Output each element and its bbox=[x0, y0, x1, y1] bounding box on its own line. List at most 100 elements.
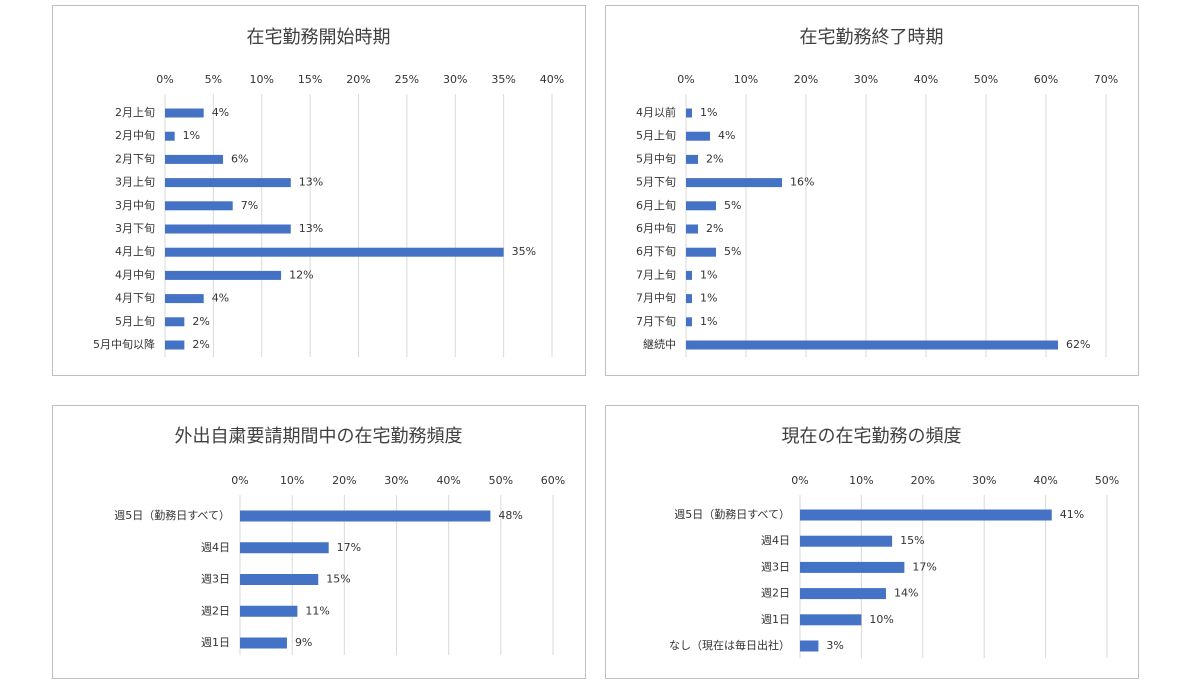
x-tick-label: 40% bbox=[436, 474, 460, 487]
x-tick-label: 10% bbox=[734, 73, 758, 86]
data-label: 41% bbox=[1060, 508, 1084, 521]
x-tick-label: 20% bbox=[346, 73, 370, 86]
data-label: 15% bbox=[900, 534, 924, 547]
data-label: 16% bbox=[790, 176, 814, 189]
bar bbox=[165, 154, 224, 164]
category-label: 3月中旬 bbox=[115, 199, 155, 212]
chart-title: 外出自粛要請期間中の在宅勤務頻度 bbox=[175, 426, 463, 447]
x-tick-label: 20% bbox=[332, 474, 356, 487]
x-tick-label: 0% bbox=[677, 73, 694, 86]
category-label: 週2日 bbox=[761, 587, 790, 600]
x-tick-label: 40% bbox=[540, 73, 564, 86]
x-tick-label: 20% bbox=[794, 73, 818, 86]
category-label: 5月上旬 bbox=[115, 315, 155, 328]
category-label: 6月下旬 bbox=[636, 245, 676, 258]
bar bbox=[686, 131, 710, 141]
bar bbox=[800, 561, 905, 573]
data-label: 17% bbox=[912, 560, 936, 573]
bar bbox=[165, 317, 185, 327]
data-label: 2% bbox=[192, 315, 209, 328]
bar bbox=[165, 108, 204, 118]
x-tick-label: 25% bbox=[395, 73, 419, 86]
data-label: 17% bbox=[337, 541, 361, 554]
data-label: 6% bbox=[231, 152, 248, 165]
data-label: 1% bbox=[700, 268, 717, 281]
bar bbox=[800, 509, 1052, 521]
category-label: 7月下旬 bbox=[636, 315, 676, 328]
data-label: 35% bbox=[512, 245, 536, 258]
data-label: 13% bbox=[299, 222, 323, 235]
category-label: 4月上旬 bbox=[115, 245, 155, 258]
x-tick-label: 10% bbox=[849, 474, 873, 487]
category-label: 2月下旬 bbox=[115, 152, 155, 165]
bar bbox=[240, 574, 319, 585]
bar bbox=[800, 535, 893, 547]
category-label: 週5日（勤務日すべて） bbox=[114, 508, 230, 522]
data-label: 13% bbox=[299, 176, 323, 189]
x-tick-label: 60% bbox=[1034, 73, 1058, 86]
data-label: 2% bbox=[192, 338, 209, 351]
category-label: 3月下旬 bbox=[115, 222, 155, 235]
data-label: 4% bbox=[718, 129, 735, 142]
category-label: 7月上旬 bbox=[636, 268, 676, 281]
category-label: 5月中旬以降 bbox=[93, 337, 155, 351]
bar bbox=[165, 201, 233, 211]
bar bbox=[686, 154, 698, 164]
x-tick-label: 50% bbox=[1095, 474, 1119, 487]
x-tick-label: 40% bbox=[914, 73, 938, 86]
x-tick-label: 10% bbox=[280, 474, 304, 487]
bar bbox=[165, 224, 291, 234]
category-label: 4月中旬 bbox=[115, 268, 155, 281]
data-label: 1% bbox=[700, 106, 717, 119]
category-label: 4月以前 bbox=[636, 105, 676, 119]
data-label: 4% bbox=[212, 106, 229, 119]
category-label: 6月中旬 bbox=[636, 222, 676, 235]
data-label: 5% bbox=[724, 199, 741, 212]
bar bbox=[240, 637, 287, 649]
data-label: 7% bbox=[241, 199, 258, 212]
x-tick-label: 40% bbox=[1033, 474, 1057, 487]
data-label: 3% bbox=[826, 639, 843, 652]
bar bbox=[240, 605, 298, 617]
category-label: 3月上旬 bbox=[115, 176, 155, 189]
bar bbox=[165, 294, 204, 304]
bar bbox=[686, 317, 692, 327]
x-tick-label: 50% bbox=[974, 73, 998, 86]
x-tick-label: 30% bbox=[854, 73, 878, 86]
data-label: 5% bbox=[724, 245, 741, 258]
bar bbox=[800, 614, 862, 626]
chart-title: 現在の在宅勤務の頻度 bbox=[782, 426, 962, 447]
data-label: 62% bbox=[1066, 338, 1090, 351]
bar bbox=[165, 131, 175, 141]
chart-title: 在宅勤務終了時期 bbox=[800, 27, 944, 48]
category-label: 週1日 bbox=[761, 613, 790, 626]
data-label: 1% bbox=[700, 292, 717, 305]
data-label: 4% bbox=[212, 292, 229, 305]
bar bbox=[800, 640, 819, 652]
data-label: 9% bbox=[295, 636, 312, 649]
data-label: 10% bbox=[869, 613, 893, 626]
category-label: 4月下旬 bbox=[115, 292, 155, 305]
bar bbox=[686, 294, 692, 304]
x-tick-label: 50% bbox=[489, 474, 513, 487]
data-label: 2% bbox=[706, 222, 723, 235]
bar bbox=[686, 247, 716, 257]
bar bbox=[240, 510, 491, 522]
bar bbox=[165, 340, 185, 350]
category-label: なし（現在は毎日出社） bbox=[669, 638, 790, 652]
x-tick-label: 10% bbox=[250, 73, 274, 86]
bar bbox=[165, 178, 291, 188]
category-label: 2月中旬 bbox=[115, 129, 155, 142]
bar bbox=[165, 247, 504, 257]
x-tick-label: 30% bbox=[384, 474, 408, 487]
x-tick-label: 15% bbox=[298, 73, 322, 86]
category-label: 6月上旬 bbox=[636, 199, 676, 212]
bar bbox=[165, 270, 282, 280]
bar bbox=[686, 224, 698, 234]
category-label: 継続中 bbox=[643, 337, 676, 351]
category-label: 週4日 bbox=[201, 541, 230, 554]
x-tick-label: 0% bbox=[156, 73, 173, 86]
category-label: 2月上旬 bbox=[115, 106, 155, 119]
bar bbox=[686, 178, 782, 188]
data-label: 15% bbox=[326, 573, 350, 586]
